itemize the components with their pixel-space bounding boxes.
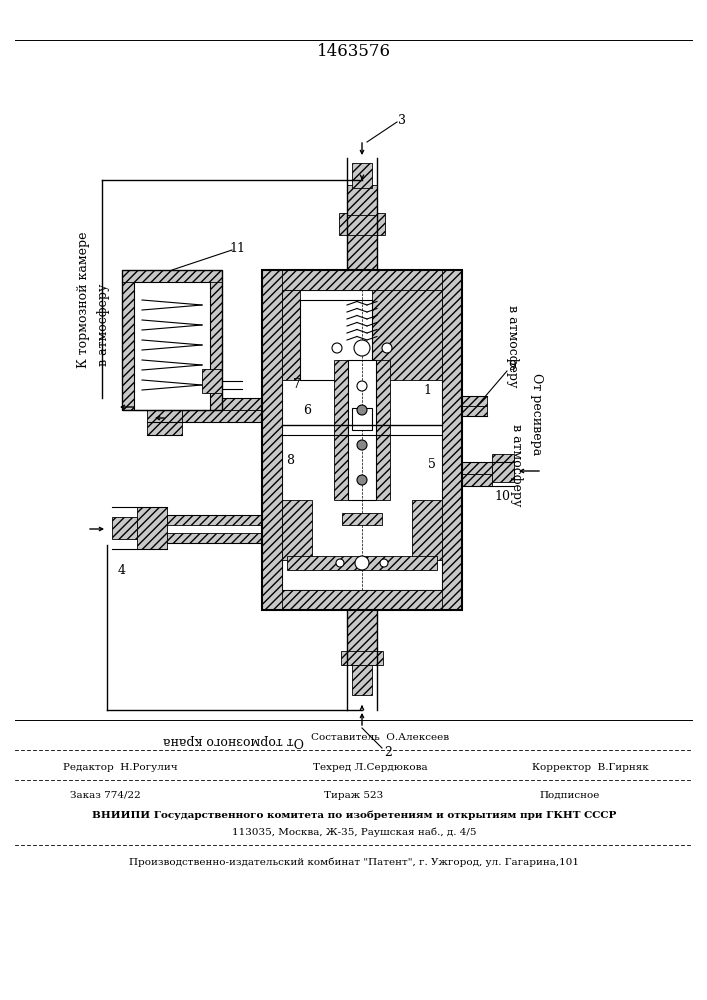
Circle shape bbox=[357, 475, 367, 485]
Circle shape bbox=[336, 559, 344, 567]
Bar bbox=[339, 213, 385, 235]
Bar bbox=[147, 385, 182, 435]
Circle shape bbox=[380, 559, 388, 567]
Text: Заказ 774/22: Заказ 774/22 bbox=[69, 790, 141, 800]
Bar bbox=[462, 406, 487, 416]
Text: 4: 4 bbox=[118, 564, 126, 576]
Text: 1: 1 bbox=[423, 383, 431, 396]
Bar bbox=[347, 610, 377, 665]
Text: Составитель  О.Алексеев: Составитель О.Алексеев bbox=[311, 734, 449, 742]
Text: 1463576: 1463576 bbox=[317, 43, 391, 60]
Bar bbox=[442, 270, 462, 610]
Text: Редактор  Н.Рогулич: Редактор Н.Рогулич bbox=[63, 764, 177, 772]
Bar bbox=[182, 398, 262, 410]
Circle shape bbox=[357, 405, 367, 415]
Bar bbox=[352, 665, 372, 695]
Bar bbox=[202, 369, 222, 393]
Text: 6: 6 bbox=[303, 403, 311, 416]
Circle shape bbox=[355, 556, 369, 570]
Text: Тираж 523: Тираж 523 bbox=[325, 790, 384, 800]
Bar bbox=[122, 270, 222, 410]
Bar bbox=[112, 517, 137, 539]
Bar bbox=[287, 343, 437, 355]
Bar bbox=[347, 215, 377, 270]
Bar bbox=[167, 533, 262, 543]
Bar bbox=[352, 163, 372, 188]
Bar bbox=[134, 282, 210, 410]
Text: 3: 3 bbox=[398, 113, 406, 126]
Bar bbox=[210, 270, 222, 410]
Text: К тормозной камере: К тормозной камере bbox=[78, 232, 90, 368]
Bar bbox=[462, 474, 492, 486]
Bar bbox=[348, 360, 376, 500]
Bar bbox=[282, 290, 300, 380]
Bar bbox=[262, 270, 462, 610]
Circle shape bbox=[354, 340, 370, 356]
Circle shape bbox=[357, 381, 367, 391]
Text: в атмосферу: в атмосферу bbox=[510, 424, 523, 506]
Text: 10: 10 bbox=[494, 489, 510, 502]
Bar bbox=[341, 651, 383, 665]
Bar bbox=[344, 392, 380, 410]
Bar bbox=[122, 270, 134, 410]
Text: 113035, Москва, Ж-35, Раушская наб., д. 4/5: 113035, Москва, Ж-35, Раушская наб., д. … bbox=[232, 827, 477, 837]
Bar bbox=[347, 185, 377, 215]
Bar bbox=[462, 396, 487, 406]
Circle shape bbox=[357, 440, 367, 450]
Bar bbox=[334, 360, 348, 500]
Bar bbox=[182, 410, 262, 422]
Bar bbox=[137, 507, 167, 549]
Bar bbox=[262, 270, 282, 610]
Bar bbox=[372, 290, 442, 380]
Text: Корректор  В.Гирняк: Корректор В.Гирняк bbox=[532, 764, 648, 772]
Bar bbox=[282, 500, 312, 560]
Bar bbox=[287, 556, 437, 570]
Text: От тормозного крана: От тормозного крана bbox=[163, 734, 305, 746]
Text: 7: 7 bbox=[293, 378, 301, 391]
Circle shape bbox=[332, 343, 342, 353]
Text: 2: 2 bbox=[384, 746, 392, 760]
Text: ВНИИПИ Государственного комитета по изобретениям и открытиям при ГКНТ СССР: ВНИИПИ Государственного комитета по изоб… bbox=[92, 810, 617, 820]
Text: в атмосферу: в атмосферу bbox=[506, 305, 518, 387]
Bar bbox=[342, 513, 382, 525]
Bar bbox=[376, 360, 390, 500]
Bar bbox=[282, 290, 442, 590]
Bar bbox=[300, 300, 372, 380]
Text: 9: 9 bbox=[508, 360, 516, 372]
Text: От ресивера: От ресивера bbox=[530, 373, 544, 455]
Bar bbox=[462, 462, 492, 474]
Text: в атмосферу: в атмосферу bbox=[98, 284, 110, 366]
Bar bbox=[262, 590, 462, 610]
Bar bbox=[492, 454, 514, 482]
Text: Производственно-издательский комбинат "Патент", г. Ужгород, ул. Гагарина,101: Производственно-издательский комбинат "П… bbox=[129, 857, 579, 867]
Bar bbox=[167, 515, 262, 525]
Text: Техред Л.Сердюкова: Техред Л.Сердюкова bbox=[312, 764, 427, 772]
Text: Подписное: Подписное bbox=[540, 790, 600, 800]
Text: 11: 11 bbox=[229, 241, 245, 254]
Bar bbox=[412, 500, 442, 560]
Bar bbox=[262, 270, 462, 290]
Bar bbox=[122, 270, 222, 282]
Circle shape bbox=[382, 343, 392, 353]
Bar bbox=[352, 408, 372, 430]
Text: 5: 5 bbox=[428, 458, 436, 472]
Text: 8: 8 bbox=[286, 454, 294, 466]
